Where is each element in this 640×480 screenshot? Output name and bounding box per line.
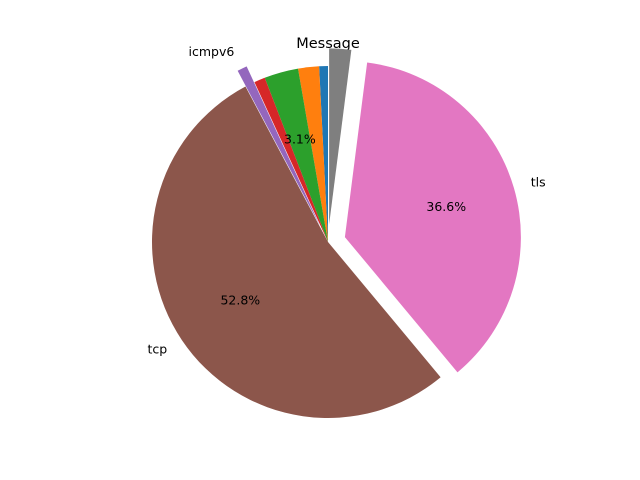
- slice-label-icmpv6: icmpv6: [188, 44, 234, 59]
- pct-label-tls: 36.6%: [426, 199, 466, 214]
- chart-title: Message: [296, 36, 360, 52]
- pie-slice-slice-2: [264, 68, 328, 242]
- pie-slice-slice-3: [254, 77, 328, 242]
- pie-slice-slice-0: [319, 66, 328, 242]
- pie-slice-slice-1: [298, 66, 328, 242]
- pie-labels: 3.1% icmpv6 tcp 52.8% tls 36.6%: [148, 44, 546, 356]
- slice-label-tcp: tcp: [148, 341, 168, 356]
- pie-slice-icmpv6: [237, 66, 321, 227]
- slice-label-tls: tls: [531, 174, 546, 189]
- pct-label-tcp: 52.8%: [220, 292, 260, 307]
- pie-slice-slice-7: [329, 48, 352, 225]
- pie-slice-tcp: [151, 86, 441, 419]
- pct-label-slice-2: 3.1%: [284, 132, 316, 147]
- pie-slice-tls: [344, 62, 521, 373]
- pie-slices: [151, 48, 521, 419]
